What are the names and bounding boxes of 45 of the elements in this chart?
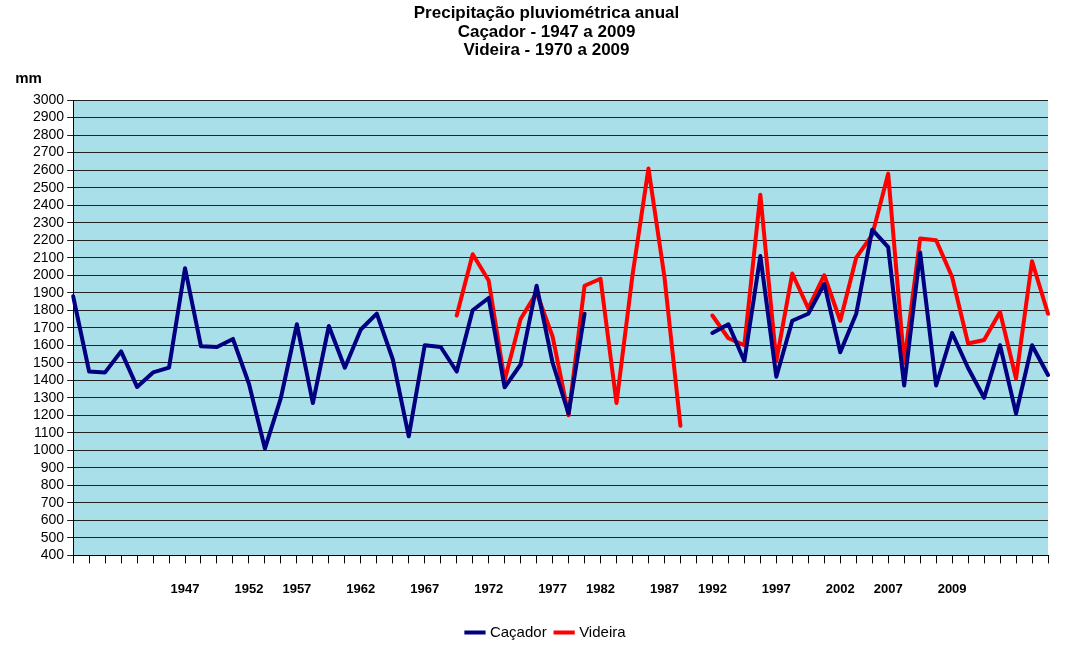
x-tick-label: 1982 — [586, 580, 615, 596]
y-tick-label: 1300 — [32, 388, 65, 405]
y-tick-label: 2700 — [32, 143, 65, 160]
y-tick-label: 2000 — [32, 266, 65, 283]
y-tick-label: 1100 — [34, 423, 65, 440]
y-tick-label: 2300 — [32, 213, 65, 230]
y-tick-label: 1000 — [32, 441, 65, 458]
x-tick-label: 2002 — [825, 580, 855, 596]
x-tick-label: 1987 — [649, 580, 679, 596]
x-tick-label: 1952 — [234, 580, 264, 596]
y-tick-label: 1400 — [32, 371, 65, 388]
y-axis-title: mm — [15, 68, 42, 86]
y-tick-label: 700 — [40, 493, 65, 510]
y-tick-label: 3000 — [32, 90, 65, 107]
x-tick-label: 2009 — [937, 580, 967, 596]
y-tick-label: 2200 — [32, 231, 65, 248]
x-tick-label: 1962 — [346, 580, 376, 596]
chart-title: Precipitação pluviométrica anual Caçador - 1947 a 2009 Videira - 1970 a 2009 — [413, 3, 680, 60]
y-tick-label: 900 — [40, 458, 65, 475]
y-tick-label: 400 — [40, 546, 65, 563]
legend-label: Caçador — [489, 622, 547, 640]
x-tick-label: 1977 — [538, 580, 568, 596]
y-tick-label: 2400 — [32, 196, 65, 213]
y-tick-label: 1800 — [32, 301, 65, 318]
y-tick-label: 500 — [40, 528, 65, 545]
x-tick-label: 1992 — [697, 580, 727, 596]
x-tick-label: 1972 — [474, 580, 504, 596]
y-tick-label: 1500 — [32, 353, 65, 370]
x-tick-label: 2007 — [873, 580, 903, 596]
y-tick-label: 1900 — [32, 283, 65, 300]
y-tick-label: 1700 — [32, 318, 65, 335]
y-tick-label: 2800 — [32, 125, 65, 142]
y-tick-label: 600 — [40, 511, 65, 528]
y-tick-label: 2100 — [32, 248, 65, 265]
y-tick-label: 2500 — [32, 178, 65, 195]
y-tick-label: 2600 — [32, 161, 65, 178]
x-tick-label: 1947 — [170, 580, 200, 596]
x-tick-label: 1997 — [761, 580, 791, 596]
x-tick-label: 1967 — [410, 580, 440, 596]
y-tick-label: 2900 — [32, 108, 65, 125]
legend-label: Videira — [579, 622, 627, 640]
y-tick-label: 1600 — [32, 336, 65, 353]
x-tick-label: 1957 — [282, 580, 312, 596]
y-tick-label: 800 — [40, 476, 65, 493]
y-tick-label: 1200 — [32, 406, 65, 423]
